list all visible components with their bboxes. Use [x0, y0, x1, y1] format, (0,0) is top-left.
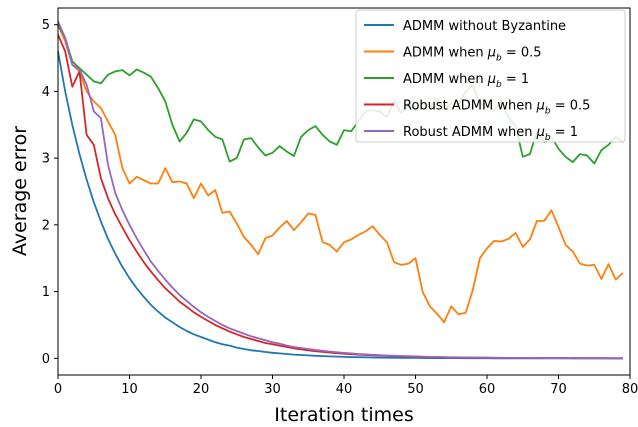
y-tick-label: 2 [42, 218, 50, 233]
y-axis-label: Average error [9, 126, 31, 256]
x-tick-label: 0 [54, 382, 62, 397]
x-axis-ticks: 0 10 20 30 40 50 60 70 80 [54, 375, 638, 397]
y-axis-ticks: 0 1 2 3 4 5 [42, 18, 58, 367]
x-tick-label: 10 [121, 382, 138, 397]
y-tick-label: 3 [42, 152, 50, 167]
legend-box [355, 9, 626, 143]
legend: ADMM without Byzantine ADMM when μb = 0.5… [355, 9, 626, 143]
series-line-2 [57, 24, 624, 165]
x-tick-label: 50 [407, 382, 424, 397]
x-tick-label: 30 [264, 382, 281, 397]
legend-label-4: Robust ADMM when μb = 1 [403, 125, 578, 143]
x-tick-label: 60 [479, 382, 496, 397]
legend-label-2: ADMM when μb = 1 [403, 72, 529, 90]
y-tick-label: 1 [42, 285, 50, 300]
series-line-4 [57, 20, 623, 360]
legend-label-3: Robust ADMM when μb = 0.5 [403, 99, 590, 117]
series-line-1 [57, 24, 624, 324]
legend-label-0: ADMM without Byzantine [403, 19, 566, 34]
x-tick-label: 20 [193, 382, 210, 397]
x-tick-label: 70 [550, 382, 567, 397]
y-tick-label: 4 [42, 85, 50, 100]
series-lines [57, 20, 624, 360]
y-tick-label: 5 [42, 18, 50, 33]
legend-label-1: ADMM when μb = 0.5 [403, 46, 542, 64]
x-axis-label: Iteration times [274, 404, 413, 426]
x-tick-label: 80 [622, 382, 638, 397]
x-tick-label: 40 [336, 382, 353, 397]
y-tick-label: 0 [42, 352, 50, 367]
